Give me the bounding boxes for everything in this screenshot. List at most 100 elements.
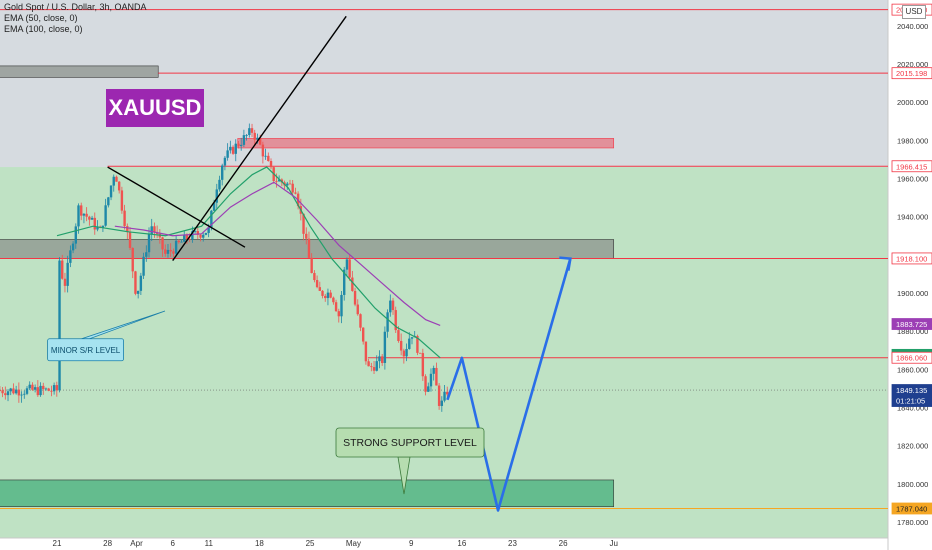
chart-legend: Gold Spot / U.S. Dollar, 3h, OANDA EMA (… xyxy=(4,2,147,35)
candle-body xyxy=(117,181,121,191)
x-tick-label: 25 xyxy=(306,539,315,548)
candle-body xyxy=(340,294,343,317)
candle-body xyxy=(196,231,200,235)
x-tick-label: 16 xyxy=(457,539,466,548)
candle-body xyxy=(359,314,362,328)
candle-body xyxy=(142,256,145,276)
candle-body xyxy=(44,388,48,390)
candle-body xyxy=(315,280,319,288)
candle-body xyxy=(23,393,26,395)
candle-body xyxy=(25,388,29,394)
candle-body xyxy=(250,128,254,133)
x-tick-label: 26 xyxy=(559,539,568,548)
minor-sr-label: MINOR S/R LEVEL xyxy=(51,346,121,355)
candle-body xyxy=(418,352,422,354)
candle-body xyxy=(380,356,384,363)
zone-red xyxy=(237,138,615,149)
candle-body xyxy=(115,176,118,182)
candle-body xyxy=(318,287,322,291)
candle-body xyxy=(150,226,153,235)
x-tick-label: 6 xyxy=(170,539,175,548)
candle-body xyxy=(164,249,167,254)
candle-body xyxy=(31,384,34,390)
zone-gray xyxy=(0,239,615,259)
candle-body xyxy=(291,183,294,193)
candle-body xyxy=(440,400,444,406)
candle-body xyxy=(372,367,376,371)
candle-body xyxy=(443,391,446,401)
candle-body xyxy=(394,310,397,331)
y-tick-label: 1840.000 xyxy=(897,403,928,412)
price-tag-value: 1966.415 xyxy=(896,162,927,171)
candle-body xyxy=(123,210,126,227)
candle-body xyxy=(147,234,151,253)
candle-body xyxy=(104,205,107,226)
candle-body xyxy=(202,234,205,238)
y-tick-label: 1800.000 xyxy=(897,480,928,489)
candle-body xyxy=(364,341,368,362)
candle-body xyxy=(199,234,202,238)
candle-body xyxy=(33,387,37,390)
price-tag-orange xyxy=(891,502,932,515)
price-tag-value: 1866.060 xyxy=(896,354,927,363)
candle-body xyxy=(139,275,143,291)
candle-body xyxy=(267,155,270,162)
candle-body xyxy=(408,338,411,349)
y-tick-label: 1900.000 xyxy=(897,289,928,298)
x-tick-label: Ju xyxy=(609,539,617,548)
candle-body xyxy=(237,143,240,147)
candle-body xyxy=(177,240,181,243)
ema100-legend: EMA (100, close, 0) xyxy=(4,24,83,34)
candle-body xyxy=(248,128,251,135)
candle-body xyxy=(399,340,403,351)
candle-body xyxy=(239,144,243,147)
candle-body xyxy=(334,302,338,312)
candle-body xyxy=(446,391,449,395)
currency-badge[interactable]: USD xyxy=(902,5,926,19)
candle-body xyxy=(9,388,12,392)
candle-body xyxy=(172,251,175,254)
candle-body xyxy=(370,366,373,368)
candle-body xyxy=(245,134,248,136)
candle-body xyxy=(50,390,53,392)
candle-body xyxy=(145,252,148,257)
x-tick-label: 9 xyxy=(409,539,414,548)
candle-body xyxy=(348,259,351,278)
price-tag-value: 1849.135 xyxy=(896,386,927,395)
candle-body xyxy=(77,205,80,227)
candle-body xyxy=(107,197,110,206)
y-tick-label: 2020.000 xyxy=(897,60,928,69)
candle-body xyxy=(6,391,10,396)
price-tag-red xyxy=(891,351,932,364)
candle-body xyxy=(42,385,45,390)
candle-body xyxy=(69,250,72,263)
candle-body xyxy=(61,260,64,279)
ema100-line xyxy=(114,181,441,326)
trendline-1 xyxy=(172,15,347,261)
candle-body xyxy=(128,232,132,248)
candle-body xyxy=(256,137,259,140)
candle-body xyxy=(193,231,197,232)
candle-body xyxy=(226,150,229,158)
candle-body xyxy=(85,213,88,217)
candle-body xyxy=(36,387,40,396)
candle-body xyxy=(367,361,370,367)
candle-body xyxy=(218,179,221,190)
candle-body xyxy=(386,312,389,332)
candle-body xyxy=(427,386,430,392)
y-tick-label: 1960.000 xyxy=(897,174,928,183)
price-tag-red xyxy=(891,160,932,173)
candle-body xyxy=(253,132,256,140)
candle-body xyxy=(294,192,297,194)
candle-body xyxy=(207,227,210,233)
candle-body xyxy=(210,210,213,228)
candle-body xyxy=(63,278,67,286)
candle-body xyxy=(345,259,349,270)
candle-body xyxy=(183,234,186,242)
candle-body xyxy=(234,143,237,154)
candle-body xyxy=(28,384,31,389)
candle-body xyxy=(261,144,265,157)
upper-shaded-area xyxy=(0,0,888,168)
